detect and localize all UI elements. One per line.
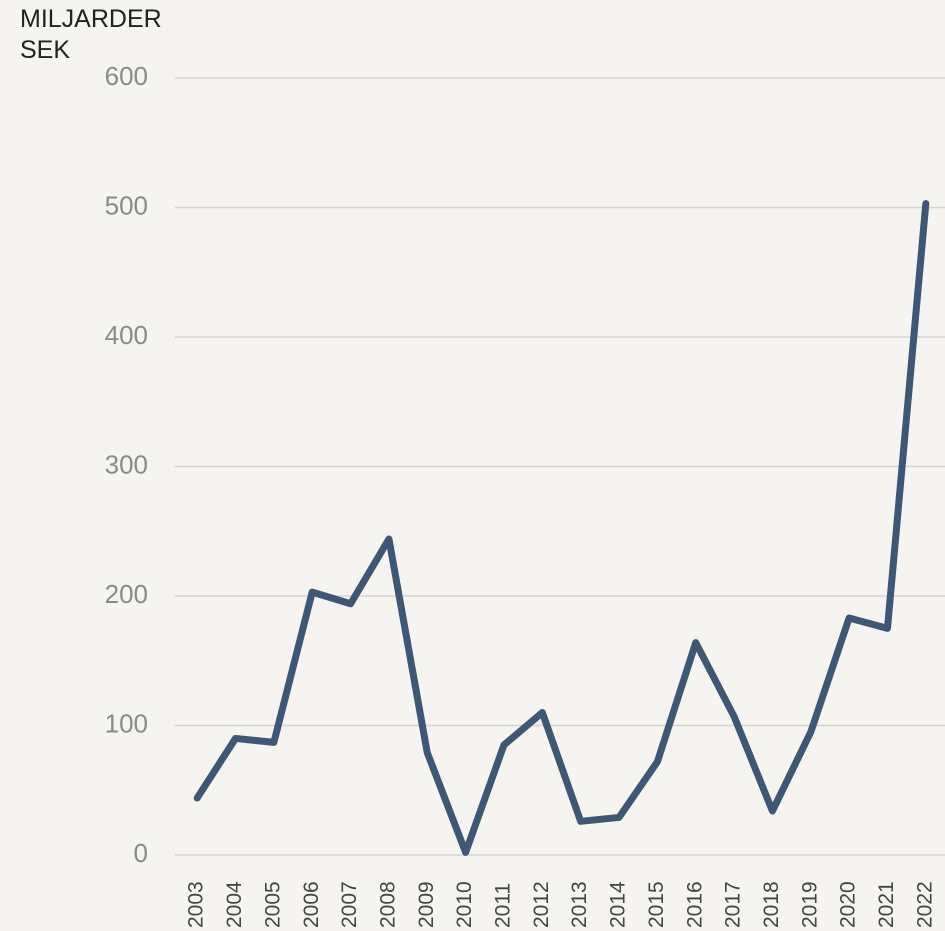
x-tick-label: 2014 [607,881,630,928]
y-tick-label: 500 [105,190,148,220]
x-tick-label: 2010 [453,881,476,928]
data-line [193,200,930,856]
x-tick-label: 2012 [530,881,553,928]
y-tick-label: 300 [105,449,148,479]
y-axis-title: MILJARDER SEK [20,5,162,64]
x-tick-label: 2016 [683,881,706,928]
x-tick-label: 2006 [300,881,323,928]
x-tick-label: 2003 [185,881,208,928]
x-tick-label: 2022 [913,881,936,928]
x-tick-label: 2019 [798,881,821,928]
x-tick-label: 2005 [261,881,284,928]
x-tick-label: 2020 [837,881,860,928]
y-tick-label: 400 [105,320,148,350]
x-tick-label: 2015 [645,881,668,928]
x-tick-label: 2008 [376,881,399,928]
x-tick-label: 2013 [568,881,591,928]
y-tick-label: 600 [105,61,148,91]
x-tick-label: 2011 [492,883,515,928]
x-tick-label: 2007 [338,881,361,928]
x-tick-label: 2009 [415,881,438,928]
y-tick-label: 200 [105,579,148,609]
x-tick-label: 2018 [760,881,783,928]
x-tick-label: 2017 [722,881,745,928]
y-tick-label: 100 [105,708,148,738]
x-tick-label: 2021 [875,881,898,928]
y-tick-label: 0 [134,838,148,868]
x-tick-label: 2004 [223,881,246,928]
